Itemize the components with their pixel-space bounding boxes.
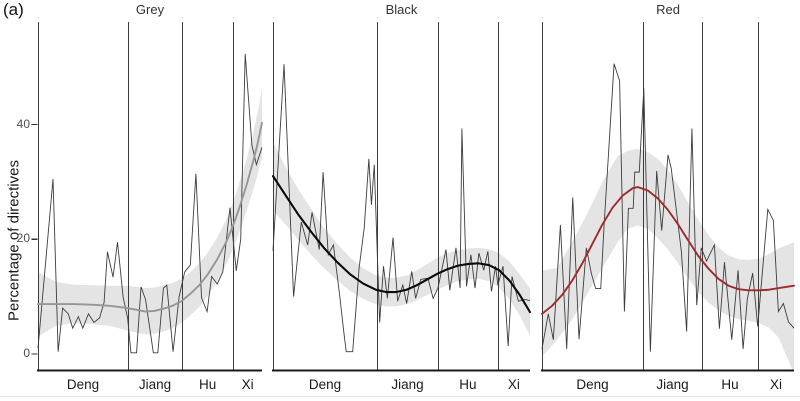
panel-2-smooth-line — [271, 175, 532, 314]
panel-3-title: Red — [656, 2, 680, 17]
panel-3-era-label-hu: Hu — [721, 377, 739, 392]
panel-1-era-label-deng: Deng — [66, 377, 100, 392]
panel-3-era-label-xi: Xi — [769, 377, 783, 392]
y-tick-label-0: 0 — [23, 346, 30, 360]
panel-1-title: Grey — [135, 2, 165, 17]
panel-1-era-label-hu: Hu — [198, 377, 217, 392]
panel-3-smooth-line — [541, 186, 795, 315]
panel-1-confidence-ribbon — [38, 87, 262, 337]
panel-2-era-label-hu: Hu — [459, 377, 477, 392]
page-divider — [0, 396, 800, 397]
panel-3-era-label-jiang: Jiang — [656, 377, 689, 392]
panel-2-title: Black — [385, 2, 418, 17]
panel-1-raw-line — [37, 53, 263, 354]
figure-label: (a) — [3, 0, 24, 19]
y-tick-label-20: 20 — [16, 231, 30, 246]
panel-1-smooth-line — [37, 121, 263, 313]
panel-3-confidence-ribbon — [542, 148, 794, 370]
panel-2-era-label-deng: Deng — [308, 377, 342, 392]
panel-2-era-label-xi: Xi — [507, 377, 520, 392]
panel-1-era-label-jiang: Jiang — [138, 377, 172, 392]
y-tick-label-40: 40 — [16, 116, 30, 131]
panel-2-confidence-ribbon — [273, 141, 530, 336]
panel-1-era-label-xi: Xi — [241, 377, 254, 392]
panel-2-raw-line — [272, 64, 531, 353]
panel-3-era-label-deng: Deng — [576, 377, 609, 392]
panel-3-raw-line — [541, 63, 795, 352]
panel-2-era-label-jiang: Jiang — [391, 377, 424, 392]
